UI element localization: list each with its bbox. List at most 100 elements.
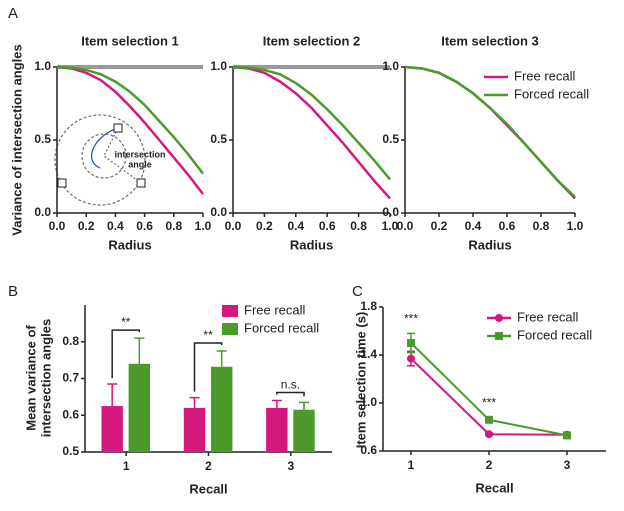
legend-swatch [222, 323, 238, 335]
y-tick-label: 0.6 [62, 407, 79, 421]
significance-bracket [276, 391, 305, 397]
x-tick-label: 2 [486, 458, 493, 472]
y-axis-label: intersection angles [38, 319, 53, 437]
significance-label: ** [203, 328, 213, 342]
x-tick-label: 0.2 [78, 219, 95, 233]
legend-label: Free recall [517, 309, 579, 324]
y-tick-label: 0.7 [62, 371, 79, 385]
marker [485, 415, 493, 424]
bar [266, 407, 288, 452]
x-tick-label: 0.0 [397, 219, 414, 233]
y-tick-label: 1.0 [34, 59, 51, 73]
legend-label: Free recall [514, 68, 576, 83]
y-axis-label: Item selection time (s) [353, 312, 368, 449]
significance-bracket [193, 342, 223, 392]
x-tick-label: 1 [123, 459, 130, 473]
x-tick-label: 0.4 [465, 219, 482, 233]
x-axis-label: Radius [108, 237, 151, 252]
marker [563, 431, 571, 440]
inset-diagram: intersection angle [54, 114, 166, 206]
x-tick-label: 0.0 [49, 219, 66, 233]
bar [210, 366, 233, 452]
y-tick-label: 1.0 [382, 59, 399, 73]
significance-label: n.s. [281, 378, 300, 392]
series-line [232, 65, 391, 200]
x-tick-label: 0.8 [533, 219, 550, 233]
significance-label: *** [404, 312, 418, 326]
x-tick-label: 1.0 [195, 219, 212, 233]
series-line [56, 65, 204, 195]
y-tick-label: 0.5 [34, 132, 51, 146]
y-tick-label: 0.5 [382, 132, 399, 146]
legend-label: Forced recall [517, 327, 592, 342]
y-tick-label: 0.6 [360, 443, 377, 457]
bar [293, 409, 315, 452]
legend-label: Forced recall [514, 86, 589, 101]
y-tick-label: 0.0 [382, 205, 399, 219]
series-line [404, 65, 576, 198]
chart-title: Item selection 1 [81, 33, 179, 48]
chart-title: Item selection 3 [441, 33, 539, 48]
y-tick-label: 0.8 [62, 334, 79, 348]
panel-label: B [8, 283, 18, 300]
y-axis-label: Mean variance of [23, 325, 38, 431]
significance-label: *** [482, 396, 496, 410]
x-tick-label: 0.6 [136, 219, 153, 233]
bar [101, 406, 123, 452]
legend-swatch [222, 305, 238, 317]
y-tick-label: 1.4 [360, 347, 377, 361]
chart-title: Item selection 2 [263, 33, 361, 48]
y-tick-label: 0.5 [210, 132, 227, 146]
legend-marker [495, 314, 503, 322]
significance-label: ** [121, 315, 131, 329]
x-tick-label: 0.8 [165, 219, 182, 233]
x-tick-label: 0.8 [350, 219, 367, 233]
x-tick-label: 1.0 [382, 219, 399, 233]
x-tick-label: 0.2 [256, 219, 273, 233]
error-bar [107, 383, 118, 407]
error-bar [189, 396, 200, 408]
x-axis-label: Recall [475, 480, 513, 495]
error-bar [216, 350, 227, 367]
error-bar [271, 399, 282, 408]
x-axis-label: Recall [189, 481, 227, 496]
legend-label: Free recall [244, 302, 306, 317]
marker [407, 339, 415, 347]
x-tick-label: 1.0 [567, 219, 584, 233]
inset-label: intersection [114, 149, 165, 159]
marker [485, 430, 493, 439]
y-tick-label: 0.5 [62, 444, 79, 458]
bar [183, 407, 206, 452]
y-tick-label: 1.0 [210, 59, 227, 73]
y-tick-label: 0.0 [210, 205, 227, 219]
y-tick-label: 0.0 [34, 205, 51, 219]
y-axis-label: Variance of intersection angles [9, 44, 24, 235]
x-tick-label: 0.4 [107, 219, 124, 233]
legend-marker [495, 332, 503, 340]
x-tick-label: 0.0 [225, 219, 242, 233]
series-line [232, 65, 391, 181]
y-tick-label: 1.8 [360, 299, 377, 313]
panel-label: C [352, 283, 363, 300]
significance-bracket [111, 329, 141, 379]
x-tick-label: 3 [287, 459, 294, 473]
error-bar [299, 401, 310, 410]
inset-label: angle [128, 159, 152, 169]
series-line [56, 65, 204, 175]
panel-label: A [8, 5, 18, 22]
x-tick-label: 3 [564, 458, 571, 472]
bar [128, 363, 151, 452]
error-bar [134, 337, 145, 364]
x-tick-label: 0.6 [319, 219, 336, 233]
x-tick-label: 1 [408, 458, 415, 472]
x-tick-label: 0.6 [499, 219, 516, 233]
x-axis-label: Radius [290, 237, 333, 252]
marker [407, 354, 415, 363]
x-tick-label: 2 [205, 459, 212, 473]
x-axis-label: Radius [468, 237, 511, 252]
legend-label: Forced recall [244, 320, 319, 335]
x-tick-label: 0.2 [431, 219, 448, 233]
x-tick-label: 0.4 [287, 219, 304, 233]
y-tick-label: 1.0 [360, 395, 377, 409]
